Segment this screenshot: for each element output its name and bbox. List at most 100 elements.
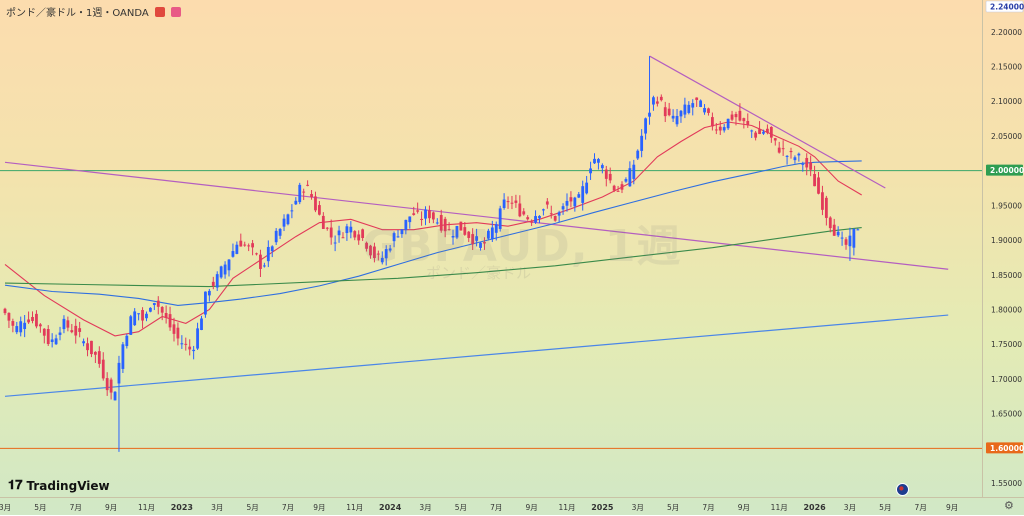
candle-body (545, 201, 549, 205)
time-tick-label: 11月 (346, 503, 363, 512)
candle-body (373, 246, 376, 259)
candle-body (683, 104, 687, 115)
candle-body (235, 244, 239, 254)
time-tick-label: 3月 (632, 503, 644, 512)
candle-body (848, 235, 852, 247)
candle-body (565, 200, 569, 206)
candle-body (789, 150, 793, 153)
candle-body (318, 205, 321, 215)
candle-body (856, 229, 860, 231)
candle-body (270, 246, 274, 252)
candle-body (310, 194, 313, 198)
candle-body (758, 129, 761, 135)
currency-flag-icon[interactable] (896, 483, 909, 496)
candle-body (628, 168, 632, 187)
candle-body (200, 318, 203, 331)
candle-body (612, 185, 616, 191)
candle-body (223, 264, 227, 275)
candle-body (852, 228, 856, 248)
candle-body (636, 150, 640, 159)
settings-gear-icon[interactable]: ⚙ (1004, 499, 1014, 512)
candle-body (66, 320, 70, 328)
candle-body (648, 112, 651, 117)
candle-body (443, 218, 447, 232)
tradingview-logo-icon: 𝟏𝟕 (8, 478, 23, 493)
candle-body (769, 126, 773, 138)
candle-body (467, 231, 471, 238)
candle-body (400, 229, 404, 235)
candle-body (160, 307, 164, 313)
price-label-bg (985, 0, 1024, 13)
time-tick-label: 9月 (525, 503, 537, 512)
candle-body (691, 103, 695, 108)
candle-body (129, 316, 133, 335)
candle-body (90, 340, 93, 355)
candle-body (734, 114, 738, 118)
time-tick-label: 2026 (803, 503, 826, 512)
candle-body (294, 200, 298, 205)
candle-body (675, 116, 679, 125)
price-label-bg (986, 164, 1023, 176)
candle-body (777, 147, 781, 153)
time-tick-label: 3月 (844, 503, 856, 512)
price-tick-label: 2.15000 (991, 62, 1022, 71)
candle-body (404, 219, 408, 231)
candle-body (357, 234, 361, 241)
time-tick-label: 7月 (915, 503, 927, 512)
candle-body (781, 148, 785, 150)
candle-body (451, 235, 455, 238)
candle-body (42, 328, 46, 336)
symbol-header[interactable]: ポンド／豪ドル・1週・OANDA (6, 4, 181, 19)
time-tick-label: 9月 (946, 503, 958, 512)
time-tick-label: 2024 (379, 503, 402, 512)
candle-body (597, 159, 600, 163)
candle-body (27, 319, 30, 323)
candle-body (93, 351, 97, 355)
candle-body (109, 379, 113, 393)
candle-body (349, 226, 353, 233)
candle-body (74, 325, 78, 336)
time-tick-label: 3月 (419, 503, 431, 512)
candle-body (251, 243, 254, 248)
tradingview-brand[interactable]: 𝟏𝟕 TradingView (8, 478, 110, 493)
candle-body (479, 242, 482, 248)
time-tick-label: 2025 (591, 503, 614, 512)
candle-body (840, 237, 844, 239)
candle-body (569, 197, 573, 202)
candle-body (247, 245, 251, 247)
candle-body (687, 104, 691, 113)
candle-body (730, 114, 734, 120)
candle-body (215, 274, 219, 288)
candle-body (172, 324, 176, 334)
candle-body (282, 218, 286, 227)
candle-body (243, 244, 247, 246)
price-chart-plot[interactable] (0, 0, 982, 497)
candle-body (809, 162, 813, 170)
price-label: 2.24000 (990, 3, 1024, 12)
candle-body (274, 230, 278, 243)
time-tick-label: 9月 (738, 503, 750, 512)
candle-body (498, 208, 502, 229)
candle-body (486, 230, 490, 239)
candle-body (211, 281, 215, 286)
candle-body (455, 226, 459, 238)
candle-body (762, 131, 765, 134)
symbol-name-watermark: ポンド／豪ドル (426, 264, 532, 282)
time-tick-label: 3月 (211, 503, 223, 512)
candle-body (50, 339, 54, 342)
candle-body (207, 290, 211, 296)
candle-body (329, 227, 333, 238)
candle-body (38, 324, 42, 327)
candle-body (424, 209, 427, 219)
candle-body (542, 209, 545, 211)
candle-body (321, 215, 325, 229)
candle-body (773, 138, 777, 141)
time-axis[interactable]: 3月 5月 7月 9月 11月 2023 3月 5月 7月 9月 11月 2024 3月 5月 7月 9月 11… (0, 497, 1024, 516)
candle-body (589, 168, 592, 174)
candle-body (726, 118, 730, 129)
candle-body (333, 242, 337, 244)
candle-body (659, 96, 663, 101)
candle-body (3, 308, 7, 314)
price-axis[interactable]: 2.20000 2.15000 2.10000 2.05000 1.95000 1.900… (982, 0, 1024, 497)
